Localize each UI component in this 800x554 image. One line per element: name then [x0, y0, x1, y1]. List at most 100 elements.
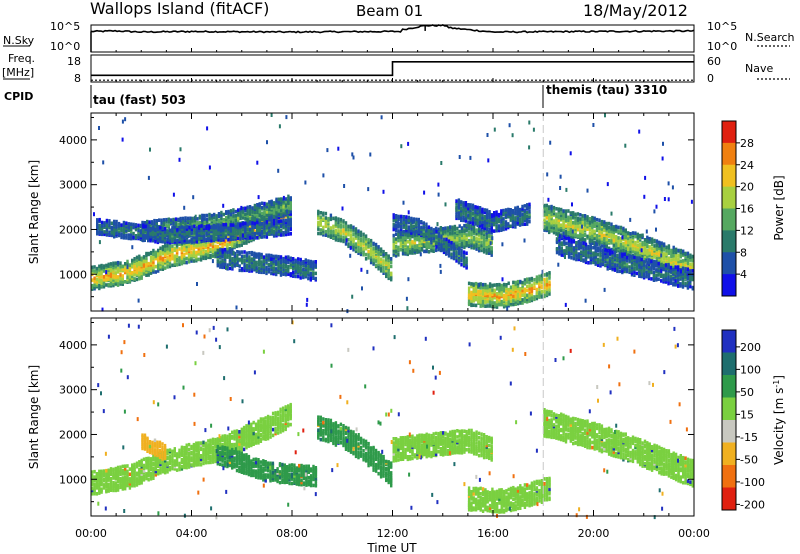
- power-cell: [451, 225, 454, 230]
- power-cell: [569, 220, 572, 224]
- power-cell: [115, 219, 118, 224]
- power-cell: [509, 294, 513, 299]
- power-cell: [175, 248, 179, 253]
- power-cell: [425, 249, 428, 254]
- power-cell: [280, 208, 283, 212]
- power-cell: [142, 255, 146, 259]
- power-cell: [116, 263, 120, 267]
- power-cell: [147, 273, 150, 277]
- power-cell: [557, 225, 560, 230]
- power-cell: [467, 292, 471, 296]
- power-cell: [195, 240, 198, 244]
- power-cell: [202, 230, 206, 235]
- power-cell: [477, 226, 481, 231]
- power-cell: [471, 203, 475, 208]
- power-cell: [237, 208, 240, 212]
- power-cell: [160, 218, 163, 223]
- power-cell: [147, 227, 150, 232]
- power-cell: [155, 221, 158, 225]
- power-cell: [445, 245, 448, 249]
- power-cell: [447, 254, 451, 258]
- power-echo-band: [392, 223, 493, 258]
- power-cell: [545, 292, 549, 296]
- power-cell: [600, 234, 604, 238]
- power-cell: [523, 208, 526, 213]
- power-cell: [686, 258, 690, 262]
- power-cell: [347, 229, 350, 234]
- power-cell: [636, 246, 639, 251]
- power-cell: [207, 224, 211, 228]
- power-cell: [98, 231, 101, 235]
- power-cell: [449, 231, 452, 235]
- power-cell: [548, 292, 551, 296]
- power-cell: [557, 222, 560, 226]
- power-cell: [166, 265, 169, 269]
- power-cell: [199, 254, 203, 258]
- power-cell: [91, 284, 94, 288]
- power-cell: [591, 235, 594, 240]
- power-cell: [557, 214, 560, 219]
- power-cell: [150, 220, 154, 224]
- power-cell: [662, 256, 666, 261]
- power-cell: [432, 249, 435, 253]
- power-cell: [260, 270, 263, 275]
- power-cell: [598, 222, 601, 226]
- power-cell: [138, 265, 141, 270]
- power-cell: [126, 272, 129, 276]
- power-cell: [465, 251, 468, 255]
- power-cell: [665, 245, 668, 250]
- power-cell: [610, 227, 613, 231]
- power-cell: [483, 226, 486, 231]
- power-cell: [679, 254, 682, 259]
- power-cell: [198, 224, 201, 229]
- power-cell: [166, 238, 169, 242]
- power-cell: [239, 225, 242, 230]
- power-cell: [485, 208, 489, 213]
- power-cell: [225, 215, 228, 220]
- power-cell: [410, 222, 413, 226]
- power-cell: [165, 220, 168, 224]
- power-cell: [193, 224, 196, 229]
- power-cell: [231, 260, 234, 264]
- power-cell: [523, 289, 527, 294]
- power-cell: [463, 238, 466, 242]
- power-cell: [270, 265, 273, 269]
- power-cell: [142, 223, 145, 228]
- power-cell: [658, 251, 661, 255]
- power-cell: [470, 290, 473, 295]
- power-cell: [284, 264, 288, 269]
- power-cell: [138, 276, 141, 281]
- power-cell: [179, 224, 182, 228]
- power-cell: [598, 229, 601, 234]
- power-cell: [164, 253, 167, 257]
- power-cell: [95, 277, 99, 282]
- power-cell: [135, 266, 139, 271]
- power-cell: [265, 232, 269, 236]
- power-cell: [627, 236, 630, 241]
- power-cell: [221, 255, 224, 259]
- power-cell: [253, 254, 256, 258]
- power-cell: [385, 272, 388, 276]
- power-cell: [159, 255, 162, 260]
- power-cell: [289, 222, 292, 226]
- power-cell: [481, 282, 485, 287]
- power-cell: [636, 234, 639, 239]
- power-cell: [472, 298, 475, 302]
- beam-label: Beam 01: [356, 2, 423, 20]
- power-cell: [452, 253, 456, 258]
- power-cell: [232, 237, 235, 241]
- power-cell: [268, 205, 271, 210]
- power-cell: [221, 248, 224, 252]
- power-cell: [533, 278, 536, 282]
- power-cell: [397, 235, 400, 239]
- power-cell: [317, 227, 320, 231]
- power-cell: [164, 266, 167, 270]
- power-cell: [132, 231, 135, 236]
- power-cell: [418, 243, 421, 247]
- power-cell: [418, 238, 421, 242]
- power-cell: [570, 242, 573, 246]
- power-cell: [98, 223, 101, 228]
- power-cell: [284, 206, 288, 210]
- power-cell: [272, 208, 276, 212]
- power-cell: [98, 266, 101, 271]
